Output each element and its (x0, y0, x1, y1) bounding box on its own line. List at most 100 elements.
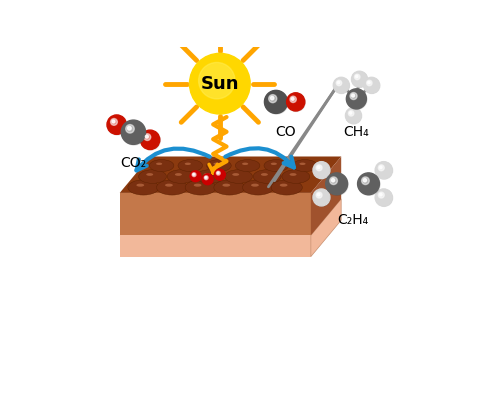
Text: CH₄: CH₄ (344, 125, 369, 139)
Circle shape (336, 80, 342, 86)
Circle shape (358, 173, 380, 195)
Circle shape (350, 112, 352, 114)
Circle shape (334, 78, 349, 93)
Circle shape (126, 125, 134, 133)
Circle shape (368, 82, 370, 84)
Polygon shape (311, 199, 341, 256)
Circle shape (292, 98, 294, 100)
Circle shape (346, 89, 366, 109)
Circle shape (378, 192, 384, 198)
Circle shape (313, 162, 330, 178)
Circle shape (146, 135, 148, 138)
Text: Sun: Sun (200, 75, 239, 93)
Circle shape (265, 91, 288, 114)
Circle shape (192, 173, 196, 177)
Ellipse shape (204, 173, 210, 176)
Ellipse shape (290, 173, 296, 176)
Circle shape (217, 172, 219, 174)
Circle shape (144, 134, 150, 141)
Ellipse shape (165, 184, 173, 187)
Circle shape (326, 173, 348, 195)
Circle shape (354, 74, 360, 80)
Circle shape (107, 115, 126, 134)
Ellipse shape (128, 180, 159, 195)
Polygon shape (120, 235, 311, 256)
Circle shape (286, 93, 305, 111)
Circle shape (216, 171, 220, 175)
Circle shape (287, 93, 305, 112)
Circle shape (348, 111, 354, 116)
Circle shape (205, 177, 206, 178)
Circle shape (358, 173, 380, 195)
Ellipse shape (280, 184, 287, 187)
Circle shape (330, 177, 338, 184)
Circle shape (364, 78, 380, 93)
Circle shape (356, 75, 358, 78)
Circle shape (350, 93, 357, 100)
Circle shape (352, 71, 368, 87)
Ellipse shape (194, 184, 202, 187)
Circle shape (346, 108, 362, 124)
Circle shape (264, 90, 287, 113)
Polygon shape (120, 156, 341, 193)
Circle shape (380, 166, 382, 169)
Circle shape (140, 130, 160, 149)
Circle shape (290, 96, 296, 102)
Circle shape (268, 95, 277, 103)
Circle shape (362, 177, 370, 184)
Circle shape (122, 121, 146, 145)
Ellipse shape (136, 184, 144, 187)
Ellipse shape (156, 163, 162, 165)
Circle shape (190, 53, 250, 114)
Circle shape (110, 119, 117, 125)
Ellipse shape (184, 163, 191, 165)
Polygon shape (120, 193, 311, 235)
Ellipse shape (214, 180, 245, 195)
Circle shape (190, 171, 201, 182)
Circle shape (347, 89, 367, 110)
Circle shape (326, 173, 347, 195)
Ellipse shape (270, 163, 277, 165)
Ellipse shape (251, 184, 259, 187)
Circle shape (112, 120, 115, 123)
Ellipse shape (138, 170, 166, 183)
Ellipse shape (178, 160, 203, 172)
Circle shape (121, 120, 146, 144)
Ellipse shape (292, 160, 317, 172)
Ellipse shape (271, 180, 302, 195)
Circle shape (316, 192, 322, 198)
Circle shape (376, 190, 392, 206)
Ellipse shape (282, 170, 310, 183)
Text: CO: CO (275, 125, 295, 139)
Circle shape (346, 108, 361, 123)
Circle shape (378, 165, 384, 171)
Circle shape (198, 62, 235, 99)
Circle shape (204, 176, 208, 180)
Ellipse shape (264, 160, 288, 172)
Circle shape (190, 171, 202, 182)
Circle shape (364, 77, 380, 93)
Circle shape (364, 178, 366, 182)
Circle shape (366, 80, 372, 86)
Ellipse shape (146, 173, 153, 176)
Ellipse shape (224, 170, 252, 183)
Text: CO₂: CO₂ (120, 156, 146, 169)
Circle shape (108, 115, 127, 135)
Ellipse shape (156, 180, 188, 195)
Circle shape (334, 77, 349, 93)
Ellipse shape (196, 170, 224, 183)
Circle shape (352, 72, 368, 87)
Circle shape (375, 162, 392, 178)
Circle shape (270, 97, 274, 100)
Circle shape (380, 193, 382, 196)
Circle shape (314, 162, 330, 179)
Ellipse shape (206, 160, 231, 172)
Ellipse shape (222, 184, 230, 187)
Ellipse shape (214, 163, 220, 165)
Circle shape (318, 166, 320, 169)
Circle shape (332, 178, 334, 182)
Ellipse shape (261, 173, 268, 176)
Ellipse shape (167, 170, 195, 183)
Ellipse shape (242, 180, 274, 195)
Ellipse shape (242, 163, 248, 165)
